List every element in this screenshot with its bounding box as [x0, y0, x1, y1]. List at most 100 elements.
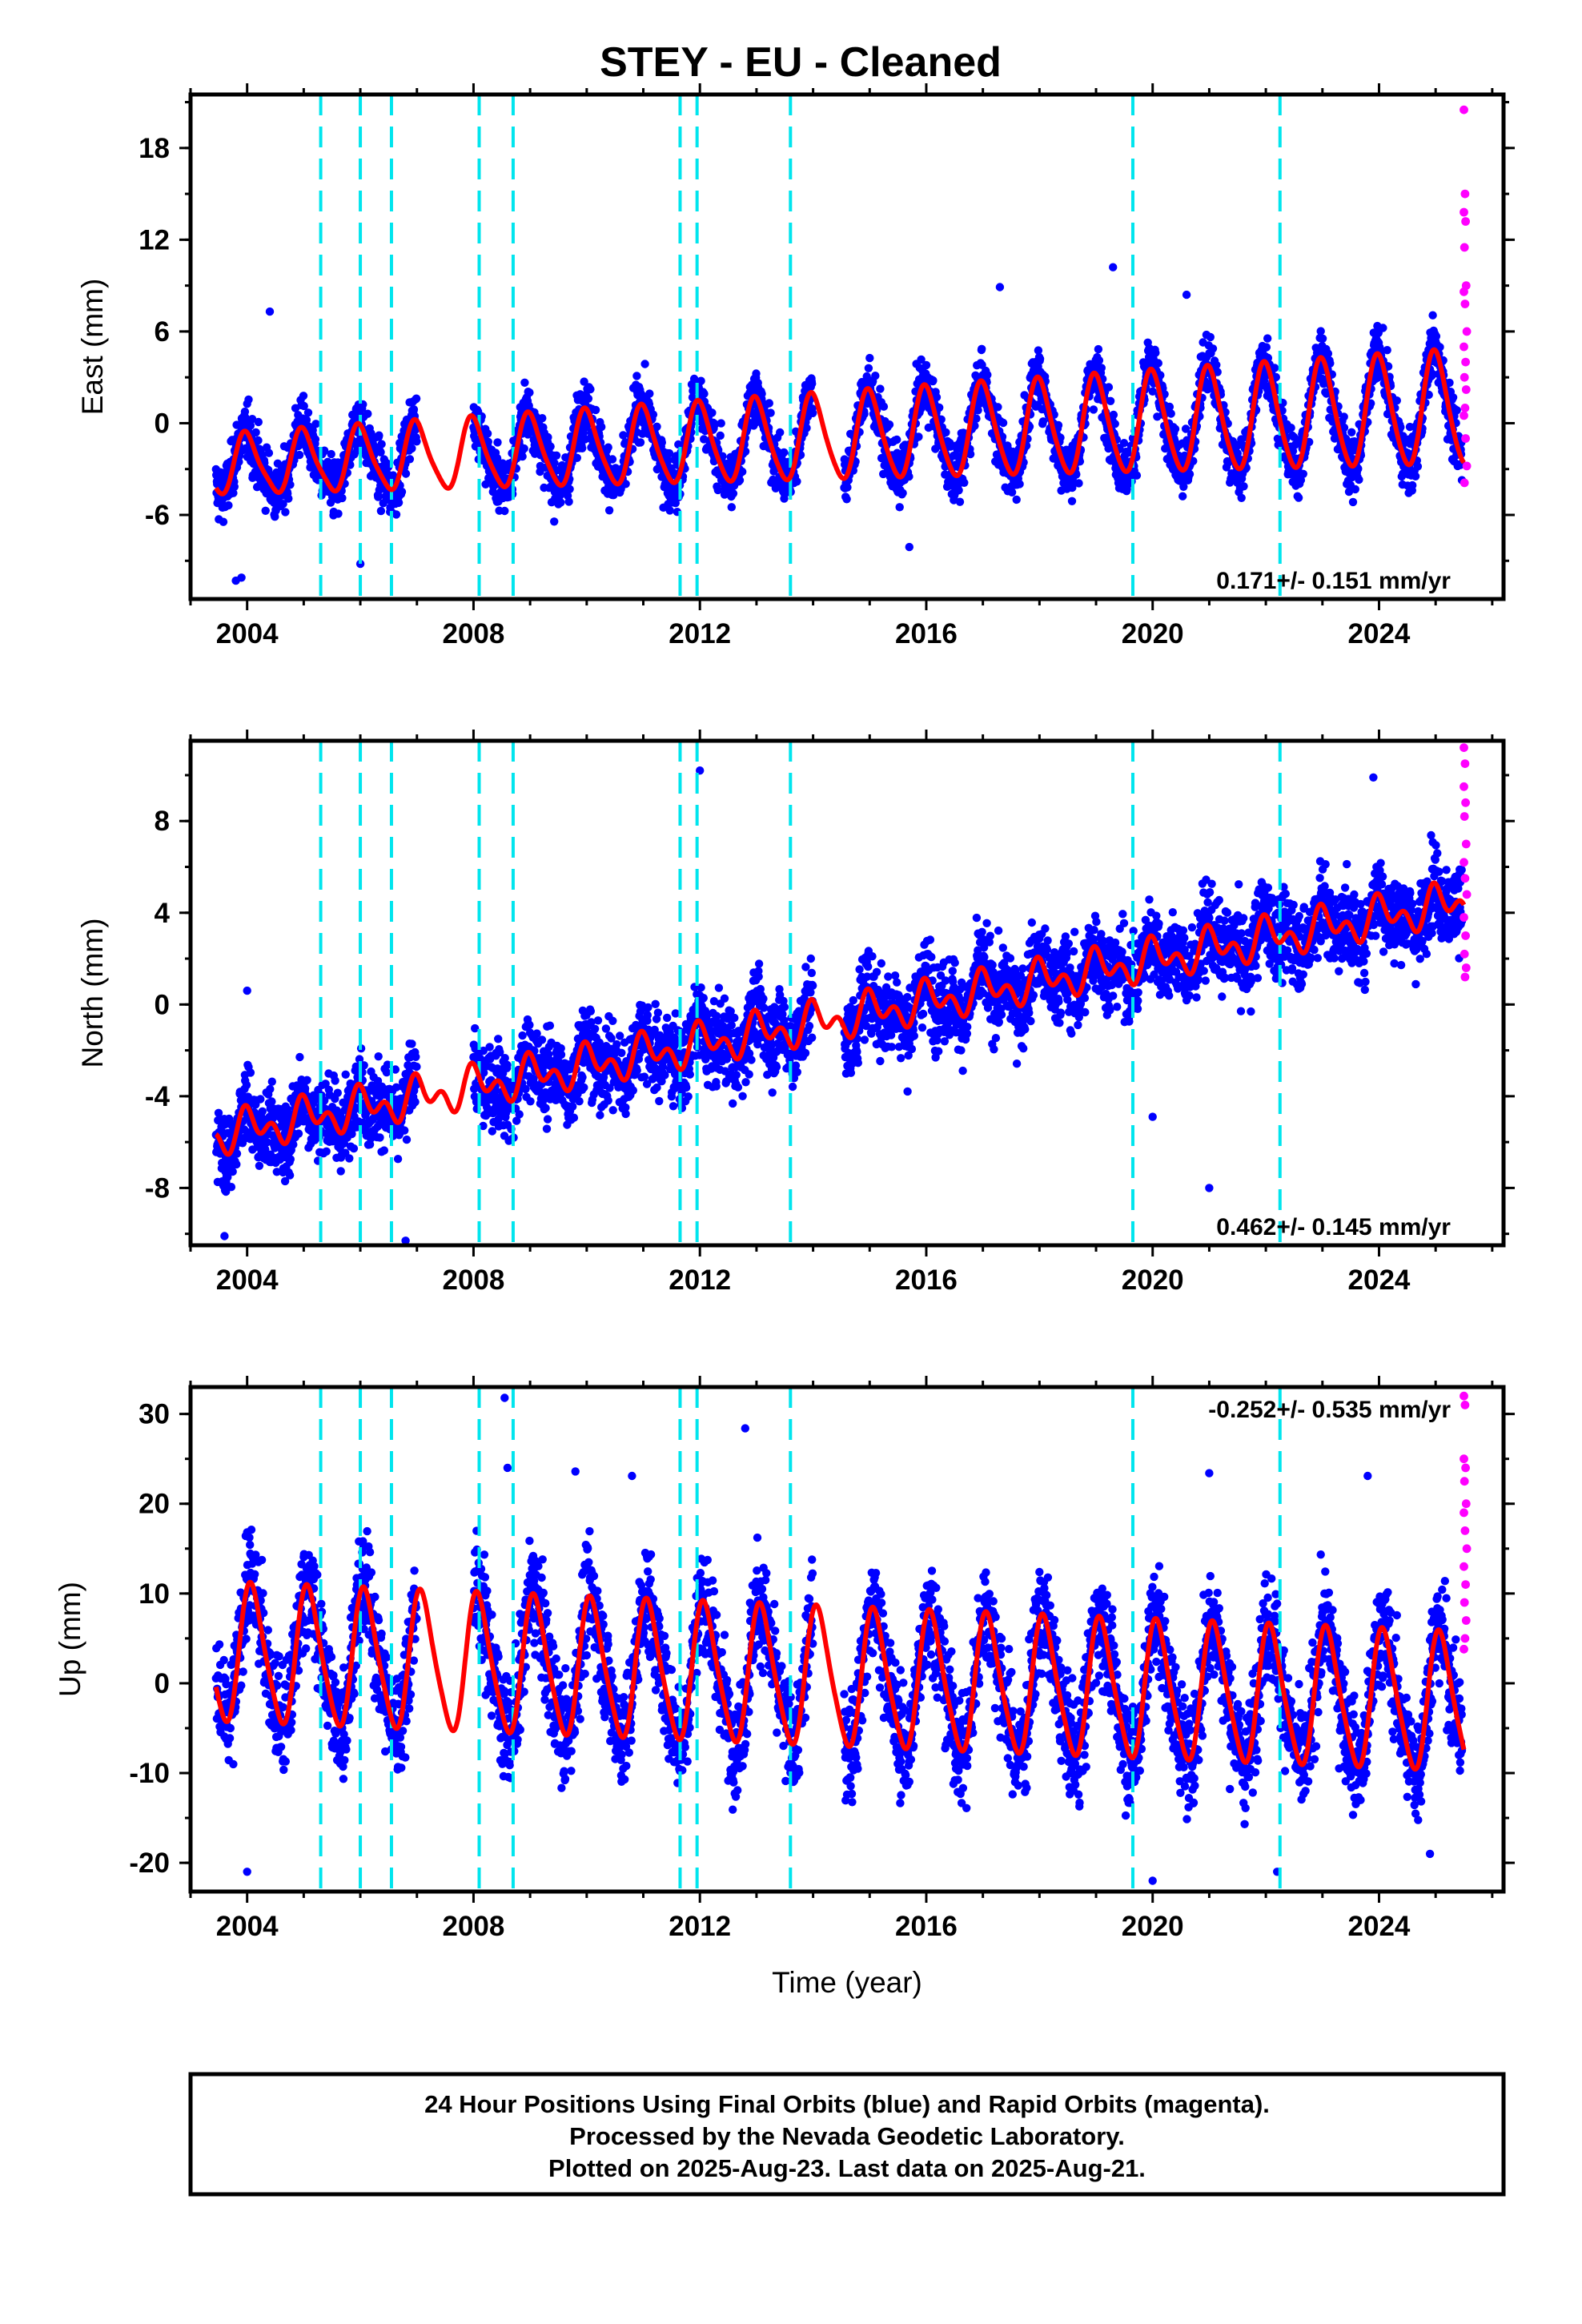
east-final-orbit-point: [1270, 364, 1279, 372]
east-final-orbit-point: [1104, 383, 1114, 392]
east-rapid-orbit-point: [1461, 357, 1470, 367]
east-final-orbit-point: [244, 395, 253, 404]
east-final-orbit-point: [1448, 393, 1458, 402]
east-final-orbit-point: [376, 448, 385, 456]
east-final-orbit-point: [1294, 493, 1303, 502]
east-final-orbit-point: [286, 480, 295, 489]
east-outlier-point: [1182, 290, 1191, 300]
east-final-orbit-point: [942, 428, 950, 437]
north-final-orbit-point: [294, 1129, 303, 1138]
east-final-orbit-point: [766, 408, 775, 417]
east-y-tick-label: 6: [155, 316, 170, 348]
east-x-tick-label: 2024: [1348, 618, 1411, 649]
north-final-orbit-point: [331, 1076, 339, 1085]
east-final-orbit-point: [1411, 472, 1420, 480]
north-final-orbit-point: [412, 1052, 420, 1062]
east-final-orbit-point: [1379, 324, 1387, 332]
east-final-orbit-point: [1316, 327, 1325, 336]
north-final-orbit-point: [242, 1080, 251, 1090]
east-final-orbit-point: [665, 506, 674, 515]
east-final-orbit-point: [586, 384, 595, 394]
east-outlier-point: [1109, 263, 1118, 271]
east-final-orbit-point: [247, 415, 257, 424]
east-plot-frame: [188, 92, 1506, 601]
east-final-orbit-point: [1089, 405, 1098, 414]
east-final-orbit-point: [729, 489, 738, 498]
east-final-orbit-point: [1206, 332, 1215, 342]
north-final-orbit-point: [256, 1095, 265, 1104]
east-final-orbit-point: [700, 389, 709, 398]
east-final-orbit-point: [405, 455, 415, 464]
east-x-tick-label: 2008: [443, 618, 505, 649]
east-final-orbit-point: [584, 394, 593, 403]
east-final-orbit-point: [636, 438, 645, 447]
east-final-orbit-point: [978, 344, 986, 353]
east-final-orbit-point: [1262, 343, 1271, 352]
north-final-orbit-point: [303, 1076, 311, 1085]
east-y-tick-label: -6: [145, 500, 170, 531]
east-final-orbit-point: [564, 497, 573, 506]
east-final-orbit-point: [264, 448, 274, 457]
east-final-orbit-point: [1348, 497, 1358, 507]
east-final-orbit-point: [809, 408, 817, 417]
east-final-orbit-point: [1413, 462, 1423, 471]
east-final-orbit-point: [279, 500, 287, 509]
north-final-orbit-point: [341, 1070, 350, 1080]
east-final-orbit-point: [608, 455, 617, 464]
east-outlier-point: [995, 283, 1005, 292]
east-final-orbit-point: [254, 436, 263, 445]
east-rapid-orbit-point: [1460, 372, 1469, 382]
east-final-orbit-point: [1106, 396, 1115, 405]
east-final-orbit-point: [1035, 354, 1045, 364]
east-rapid-orbit-point: [1462, 461, 1472, 471]
east-final-orbit-point: [254, 417, 263, 427]
east-final-orbit-point: [1452, 406, 1461, 415]
north-final-orbit-point: [255, 1161, 264, 1171]
east-final-orbit-point: [1355, 475, 1363, 485]
east-final-orbit-point: [311, 435, 320, 444]
east-final-orbit-point: [320, 446, 329, 455]
east-final-orbit-point: [334, 509, 343, 518]
east-final-orbit-point: [645, 389, 654, 398]
north-final-orbit-point: [336, 1167, 345, 1176]
east-final-orbit-point: [1339, 412, 1348, 421]
east-final-orbit-point: [1154, 359, 1163, 368]
east-final-orbit-point: [538, 414, 547, 423]
east-final-orbit-point: [556, 498, 565, 507]
east-final-orbit-point: [565, 485, 574, 493]
east-final-orbit-point: [597, 422, 606, 432]
east-final-orbit-point: [727, 503, 736, 512]
east-outlier-point: [237, 573, 246, 582]
east-final-orbit-point: [1428, 311, 1437, 320]
east-final-orbit-point: [604, 506, 614, 515]
east-rapid-orbit-point: [1460, 189, 1470, 199]
east-final-orbit-point: [1178, 492, 1187, 501]
east-final-orbit-point: [299, 392, 308, 400]
east-final-orbit-point: [1239, 482, 1248, 491]
east-rapid-orbit-point: [1460, 207, 1468, 217]
east-final-orbit-point: [808, 379, 817, 388]
east-final-orbit-point: [295, 450, 304, 460]
east-final-orbit-point: [871, 372, 880, 380]
east-y-tick-label: 0: [155, 408, 170, 439]
east-final-orbit-point: [895, 503, 904, 512]
east-final-orbit-point: [412, 437, 421, 446]
north-final-orbit-point: [289, 1140, 298, 1149]
east-x-tick-label: 2004: [216, 618, 279, 649]
east-final-orbit-point: [401, 469, 411, 478]
east-grid-layer: [319, 94, 1282, 599]
east-final-orbit-point: [246, 421, 255, 430]
east-final-orbit-point: [657, 438, 666, 447]
east-final-orbit-point: [281, 508, 290, 517]
east-rapid-orbit-point: [1462, 327, 1472, 336]
east-final-orbit-point: [632, 372, 641, 380]
north-final-orbit-point: [267, 1097, 276, 1106]
east-final-orbit-point: [284, 494, 293, 503]
north-final-orbit-point: [267, 1077, 276, 1086]
east-y-tick-label: 18: [139, 133, 170, 164]
east-rapid-orbit-point: [1461, 217, 1470, 226]
east-final-orbit-point: [1351, 485, 1360, 494]
